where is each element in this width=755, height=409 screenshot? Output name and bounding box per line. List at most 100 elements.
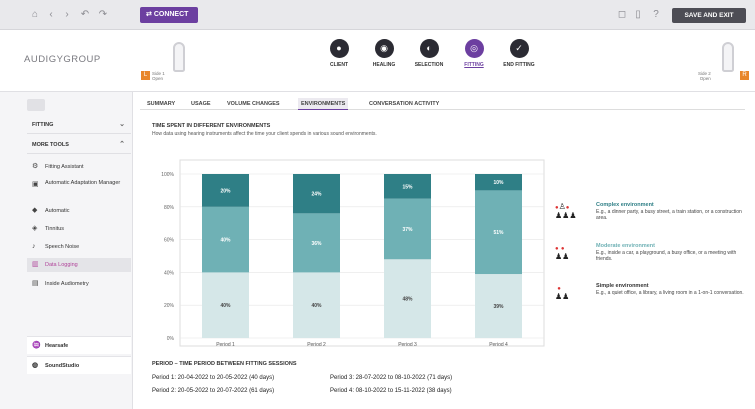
sidebar-item-label: Fitting Assistant bbox=[45, 164, 84, 170]
automatic-icon: ◆ bbox=[32, 207, 38, 214]
section-subtitle: How data using hearing instruments affec… bbox=[152, 131, 377, 137]
sidebar-item-inside-audiometry[interactable]: ▤ Inside Audiometry bbox=[27, 278, 131, 290]
soundstudio-icon: ◍ bbox=[32, 362, 39, 369]
sidebar-item-label: Speech Noise bbox=[45, 244, 80, 250]
sidebar-item-automatic[interactable]: ◆ Automatic bbox=[27, 205, 131, 217]
bar-segment bbox=[384, 174, 431, 199]
sidebar-section-more-tools-label: MORE TOOLS bbox=[32, 142, 69, 148]
sidebar-item-soundstudio[interactable]: ◍ SoundStudio bbox=[27, 356, 131, 374]
sidebar-item-label: Hearsafe bbox=[45, 343, 69, 349]
step-client[interactable]: ● CLIENT bbox=[319, 39, 359, 68]
bar-segment bbox=[384, 259, 431, 338]
top-bar: ⌂ ‹ › ↶ ↷ ⇄ CONNECT ◻ ▯ ? SAVE AND EXIT bbox=[0, 0, 755, 30]
tab-conversation-activity[interactable]: CONVERSATION ACTIVITY bbox=[369, 101, 440, 107]
x-tick-label: Period 4 bbox=[489, 342, 508, 348]
right-side-badge: R bbox=[740, 71, 749, 80]
legend-moderate: ● ● ♟♟ Moderate environment E.g., inside … bbox=[555, 243, 745, 273]
legend-moderate-title: Moderate environment bbox=[596, 243, 655, 249]
step-end-fitting-label: END FITTING bbox=[503, 62, 535, 68]
save-and-exit-button[interactable]: SAVE AND EXIT bbox=[672, 8, 746, 23]
tab-environments[interactable]: ENVIRONMENTS bbox=[298, 98, 349, 110]
y-tick-label: 0% bbox=[167, 336, 175, 342]
forward-icon[interactable]: › bbox=[65, 9, 69, 20]
period-item-1: Period 1: 20-04-2022 to 20-05-2022 (40 d… bbox=[152, 375, 275, 381]
sidebar-item-hearsafe[interactable]: ♒ Hearsafe bbox=[27, 336, 131, 354]
x-tick-label: Period 2 bbox=[307, 342, 326, 348]
sidebar-item-label: Automatic Adaptation Manager bbox=[45, 180, 121, 186]
bar-segment-label: 51% bbox=[493, 230, 504, 236]
sidebar-item-adaptation-manager[interactable]: ▣ Automatic Adaptation Manager bbox=[27, 177, 131, 199]
step-selection-label: SELECTION bbox=[414, 62, 444, 68]
bar-segment bbox=[475, 174, 522, 191]
chart-svg: 0% 20% 40% 60% 80% 100% 40% 40% 20% Period 1 40% 36… bbox=[161, 159, 545, 348]
bar-segment-label: 10% bbox=[493, 180, 504, 186]
end-fitting-icon: ✓ bbox=[509, 39, 529, 58]
bar-segment bbox=[475, 274, 522, 338]
bar-segment-label: 36% bbox=[311, 241, 322, 247]
period-item-4: Period 4: 08-10-2022 to 15-11-2022 (38 d… bbox=[330, 388, 452, 394]
y-tick-label: 40% bbox=[164, 270, 175, 276]
bar-segment bbox=[293, 272, 340, 338]
tab-summary[interactable]: SUMMARY bbox=[147, 101, 176, 107]
step-end-fitting[interactable]: ✓ END FITTING bbox=[499, 39, 539, 68]
bar-segment-label: 37% bbox=[402, 227, 413, 233]
step-hearing[interactable]: ◉ HEALING bbox=[364, 39, 404, 68]
sidebar-item-label: SoundStudio bbox=[45, 363, 80, 369]
help-icon[interactable]: ? bbox=[653, 9, 659, 20]
redo-icon[interactable]: ↷ bbox=[98, 9, 108, 20]
y-tick-label: 80% bbox=[164, 205, 175, 211]
notification-icon[interactable]: ◻ bbox=[617, 9, 627, 20]
bar-segment bbox=[202, 206, 249, 273]
bar-segment-label: 15% bbox=[402, 184, 413, 190]
right-side-line2: Open bbox=[699, 76, 711, 81]
fitting-assistant-icon: ⚙ bbox=[32, 163, 39, 170]
step-selection[interactable]: ◐ SELECTION bbox=[409, 39, 449, 68]
section-title: TIME SPENT IN DIFFERENT ENVIRONMENTS bbox=[152, 123, 271, 129]
connect-button[interactable]: ⇄ CONNECT bbox=[140, 7, 198, 23]
back-icon[interactable]: ‹ bbox=[49, 9, 53, 20]
tab-usage[interactable]: USAGE bbox=[191, 101, 211, 107]
bar-segment bbox=[202, 272, 249, 338]
sidebar-item-data-logging[interactable]: ▥ Data Logging bbox=[27, 258, 131, 272]
simple-environment-icon: ● ♟♟ bbox=[555, 286, 570, 301]
bar-segment-label: 48% bbox=[402, 297, 413, 303]
bar-segment-label: 24% bbox=[311, 192, 322, 198]
period-item-2: Period 2: 20-05-2022 to 20-07-2022 (61 d… bbox=[152, 388, 275, 394]
tab-volume-changes[interactable]: VOLUME CHANGES bbox=[227, 101, 280, 107]
right-hearing-aid-icon[interactable] bbox=[722, 42, 734, 72]
sidebar-item-label: Automatic bbox=[45, 208, 70, 214]
y-tick-label: 20% bbox=[164, 303, 175, 309]
sidebar-collapse-button[interactable] bbox=[27, 99, 45, 111]
bar-segment bbox=[293, 213, 340, 273]
environments-chart: 0% 20% 40% 60% 80% 100% 40% 40% 20% Period 1 40% 36… bbox=[140, 150, 550, 350]
legend-complex-title: Complex environment bbox=[596, 202, 654, 208]
sidebar-section-more-tools[interactable]: MORE TOOLS ⌃ bbox=[27, 136, 131, 154]
right-side-info: Side 2 Open bbox=[698, 71, 711, 81]
period-item-3: Period 3: 28-07-2022 to 08-10-2022 (71 d… bbox=[330, 375, 453, 381]
bar-segment bbox=[293, 174, 340, 214]
legend-simple-title: Simple environment bbox=[596, 283, 649, 289]
y-tick-label: 60% bbox=[164, 238, 175, 244]
undo-icon[interactable]: ↶ bbox=[80, 9, 90, 20]
document-icon[interactable]: ▯ bbox=[635, 9, 641, 20]
sidebar: FITTING ⌄ MORE TOOLS ⌃ ⚙ Fitting Assista… bbox=[0, 92, 133, 409]
legend-moderate-desc: E.g., inside a car, a playground, a busy… bbox=[596, 250, 737, 262]
bar-segment-label: 40% bbox=[311, 303, 322, 309]
left-side-line2: Open bbox=[152, 76, 164, 81]
step-fitting-label: FITTING bbox=[464, 62, 484, 68]
left-hearing-aid-icon[interactable] bbox=[173, 42, 185, 72]
header: AUDIGYGROUP L Side 1 Open ● CLIENT ◉ HEA… bbox=[0, 30, 755, 92]
step-fitting[interactable]: ◎ FITTING bbox=[454, 39, 494, 68]
step-client-label: CLIENT bbox=[329, 62, 349, 68]
complex-environment-icon: ●♙● ♟♟♟ bbox=[555, 202, 577, 220]
bar-segment-label: 39% bbox=[493, 304, 504, 310]
home-icon[interactable]: ⌂ bbox=[31, 9, 39, 20]
left-side-line1: Side 1 bbox=[152, 71, 165, 76]
sidebar-section-fitting[interactable]: FITTING ⌄ bbox=[27, 116, 131, 134]
sidebar-item-fitting-assistant[interactable]: ⚙ Fitting Assistant bbox=[27, 161, 131, 173]
sidebar-item-tinnitus[interactable]: ◈ Tinnitus bbox=[27, 223, 131, 235]
data-logging-icon: ▥ bbox=[32, 261, 39, 268]
fitting-icon: ◎ bbox=[464, 39, 484, 58]
sidebar-item-speech-noise[interactable]: ♪ Speech Noise bbox=[27, 241, 131, 253]
bar-segment-label: 40% bbox=[220, 238, 231, 244]
